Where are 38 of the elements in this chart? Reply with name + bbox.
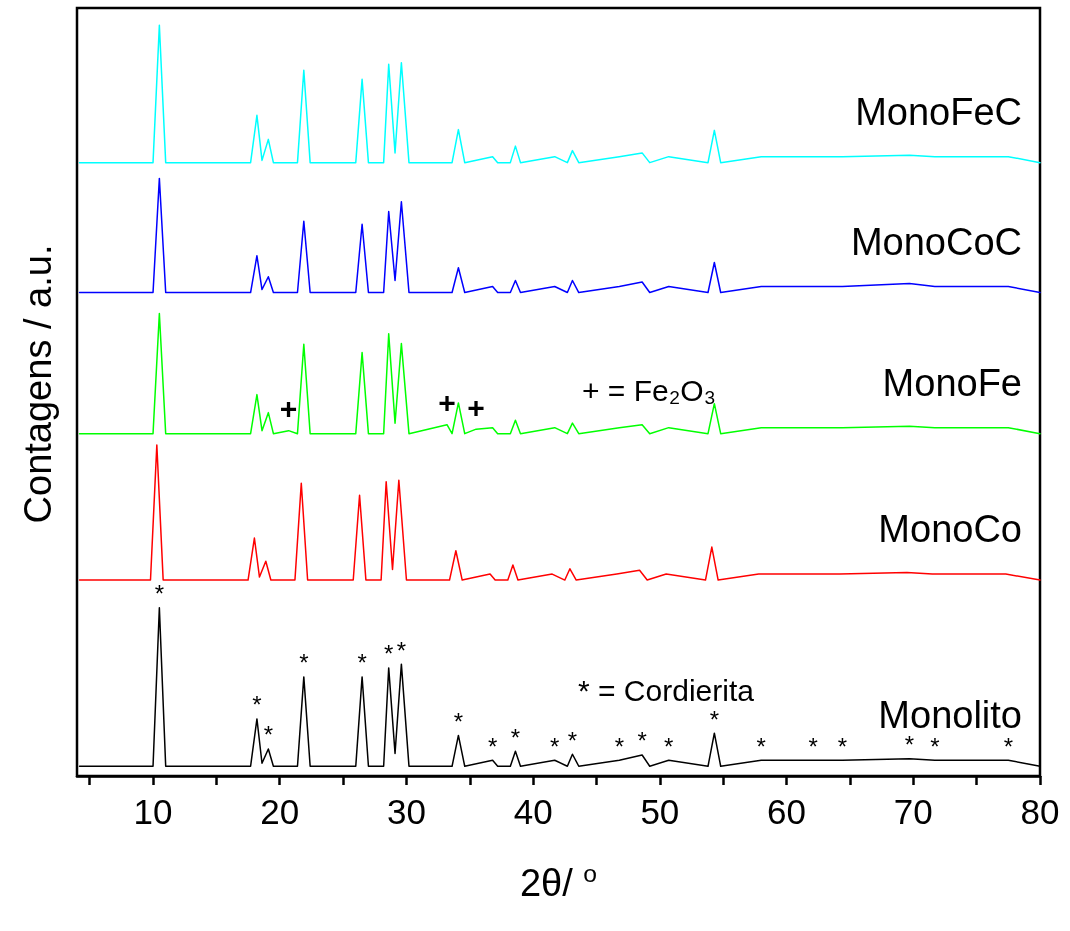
annotation: + bbox=[438, 386, 456, 420]
annotation: * bbox=[396, 636, 407, 664]
annotation: * bbox=[263, 721, 273, 749]
x-axis-title: 2θ/ o bbox=[519, 860, 598, 904]
annotation: * bbox=[837, 732, 847, 760]
series-label: MonoCo bbox=[878, 508, 1022, 551]
x-tick-label: 40 bbox=[513, 792, 553, 831]
annotation: * bbox=[384, 640, 394, 668]
series-label: MonoCoC bbox=[850, 220, 1022, 263]
annotation: * bbox=[637, 727, 647, 755]
x-tick-label: 80 bbox=[1020, 792, 1060, 831]
annotation: + bbox=[467, 390, 485, 424]
series-label: MonoFeC bbox=[855, 90, 1022, 133]
annotation: + = Fe₂O₃ bbox=[582, 373, 716, 407]
annotation: * bbox=[299, 649, 309, 677]
x-tick-label: 20 bbox=[260, 792, 300, 831]
annotation: + bbox=[279, 392, 298, 426]
annotation: * bbox=[550, 732, 560, 760]
annotation: * bbox=[709, 705, 720, 733]
annotation: * bbox=[510, 723, 521, 751]
x-tick-label: 10 bbox=[133, 792, 173, 831]
annotation: * bbox=[453, 707, 464, 735]
annotation: * bbox=[567, 726, 578, 754]
annotation: * bbox=[756, 732, 766, 760]
annotation: * bbox=[664, 732, 674, 760]
x-tick-label: 50 bbox=[640, 792, 680, 831]
annotation: * bbox=[487, 732, 498, 760]
annotation: * bbox=[154, 580, 165, 608]
annotation: * = Cordierita bbox=[578, 673, 755, 707]
series-label: MonoFe bbox=[882, 361, 1022, 404]
annotation: * bbox=[252, 691, 262, 719]
x-tick-label: 30 bbox=[386, 792, 426, 831]
x-tick-label: 60 bbox=[767, 792, 807, 831]
y-axis-title: Contagens / a.u. bbox=[17, 244, 59, 524]
annotation: * bbox=[357, 649, 367, 677]
annotation: * bbox=[614, 732, 624, 760]
x-tick-label: 70 bbox=[893, 792, 933, 831]
annotation: * bbox=[808, 732, 818, 760]
